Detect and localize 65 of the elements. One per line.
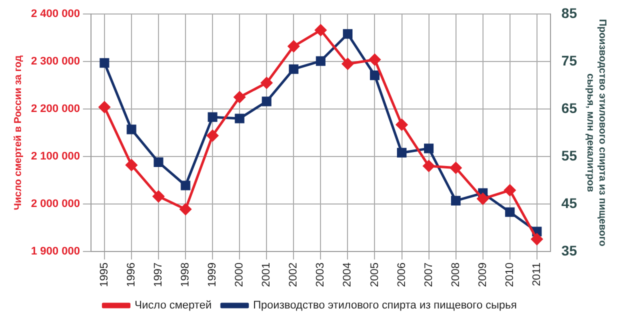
point <box>342 58 354 70</box>
y2-tick-label: 75 <box>561 52 578 68</box>
point <box>396 118 408 130</box>
point <box>98 101 110 113</box>
y-axis-title: Число смертей в России за год <box>12 54 24 210</box>
point <box>180 180 190 190</box>
legend-label: Производство этилового спирта из пищевого сырья <box>253 300 517 312</box>
point <box>206 130 218 142</box>
point <box>152 190 164 202</box>
x-tick-label: 2005 <box>368 262 381 288</box>
point <box>316 56 326 66</box>
x-tick-label: 2009 <box>476 262 489 288</box>
x-tick-label: 2007 <box>422 262 435 288</box>
y-tick-label: 2 100 000 <box>31 150 80 163</box>
y2-tick-label: 35 <box>561 242 578 258</box>
point <box>450 162 462 174</box>
point <box>154 157 164 168</box>
point <box>126 124 136 134</box>
point <box>396 148 407 158</box>
legend-label: Число смертей <box>134 300 212 312</box>
x-tick-label: 2001 <box>260 262 273 288</box>
x-tick-label: 1995 <box>98 262 110 288</box>
y2-tick-label: 45 <box>561 194 578 211</box>
x-tick-label: 2011 <box>530 262 543 286</box>
x-tick-label: 2002 <box>288 262 300 288</box>
y-tick-label: 1 900 000 <box>31 246 80 258</box>
x-tick-label: 2004 <box>342 262 354 288</box>
y-tick-label: 2 400 000 <box>31 8 80 20</box>
point <box>262 96 272 106</box>
point <box>370 70 380 80</box>
point <box>208 112 218 122</box>
point <box>314 24 326 36</box>
point <box>424 144 434 154</box>
point <box>180 204 192 215</box>
y-tick-label: 2 000 000 <box>31 198 80 210</box>
point <box>126 159 138 171</box>
point <box>505 207 515 217</box>
x-tick-label: 2006 <box>396 262 408 288</box>
y-tick-label: 2 300 000 <box>31 56 80 68</box>
point <box>234 91 246 103</box>
point <box>288 64 298 74</box>
point <box>342 29 352 39</box>
y2-tick-label: 65 <box>561 100 578 116</box>
x-tick-label: 2008 <box>450 262 462 288</box>
x-tick-label: 1998 <box>180 262 192 288</box>
point <box>100 58 110 68</box>
point <box>234 114 244 124</box>
point <box>288 40 300 52</box>
x-tick-label: 1999 <box>206 262 219 288</box>
x-tick-label: 1997 <box>152 262 165 288</box>
point <box>451 196 461 206</box>
x-tick-label: 1996 <box>126 262 138 288</box>
y2-tick-label: 85 <box>561 4 578 21</box>
point <box>477 193 489 205</box>
point <box>260 77 272 89</box>
x-tick-label: 2003 <box>314 262 327 288</box>
point <box>504 184 516 196</box>
x-tick-label: 2010 <box>504 262 516 288</box>
x-tick-label: 2000 <box>234 262 246 288</box>
point <box>368 54 380 66</box>
point <box>531 233 543 245</box>
point <box>423 160 435 172</box>
y-tick-label: 2 200 000 <box>31 103 80 116</box>
y2-axis-title: Производство этилового спирта из пищевого сырья, млн декалитров <box>584 19 608 246</box>
y2-tick-label: 55 <box>561 147 578 164</box>
